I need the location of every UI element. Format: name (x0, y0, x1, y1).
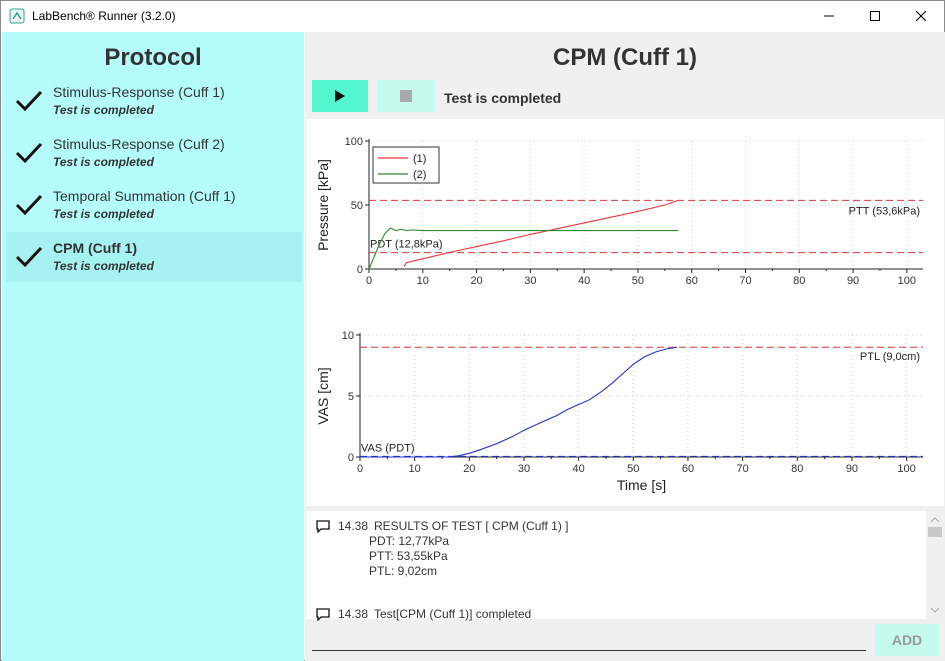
protocol-item-stimulus-response-cuff-2[interactable]: Stimulus-Response (Cuff 2) Test is compl… (6, 128, 302, 178)
x-tick-label: 40 (573, 463, 585, 475)
app-icon (9, 8, 25, 24)
y-axis-label: Pressure [kPa] (315, 159, 331, 251)
x-tick-label: 70 (736, 463, 748, 475)
log-time: 14.38 (338, 519, 369, 533)
y-tick-label: 0 (348, 452, 354, 464)
page-title: CPM (Cuff 1) (553, 44, 697, 71)
x-tick-label: 0 (366, 275, 372, 287)
x-tick-label: 50 (632, 275, 644, 287)
minimize-icon (824, 15, 834, 17)
log-detail-line: PDT: 12,77kPa (369, 534, 450, 548)
reference-label: PDT (12,8kPa) (370, 239, 443, 251)
maximize-icon (870, 11, 880, 21)
x-tick-label: 10 (409, 463, 421, 475)
x-tick-label: 50 (627, 463, 639, 475)
title-bar: LabBench® Runner (3.2.0) (1, 1, 944, 31)
x-tick-label: 100 (898, 275, 916, 287)
checkmark-icon (15, 246, 43, 268)
protocol-item-status: Test is completed (53, 103, 154, 117)
checkmark-icon (15, 90, 43, 112)
x-tick-label: 60 (686, 275, 698, 287)
x-tick-label: 10 (417, 275, 429, 287)
x-tick-label: 60 (682, 463, 694, 475)
legend-label: (1) (413, 153, 426, 165)
legend-label: (2) (413, 169, 426, 181)
x-tick-label: 70 (739, 275, 751, 287)
reference-label: PTL (9,0cm) (860, 351, 920, 363)
protocol-item-status: Test is completed (53, 155, 154, 169)
x-tick-label: 90 (846, 463, 858, 475)
x-tick-label: 90 (847, 275, 859, 287)
message-icon (316, 608, 330, 621)
close-button[interactable] (898, 1, 944, 31)
play-icon (335, 90, 345, 102)
x-tick-label: 80 (791, 463, 803, 475)
plot-area: 0 10 20 30 40 50 60 70 80 90 100 0 50 100 Pressure [kP… (306, 119, 944, 506)
checkmark-icon (15, 142, 43, 164)
x-tick-label: 80 (793, 275, 805, 287)
protocol-item-cpm-cuff-1[interactable]: CPM (Cuff 1) Test is completed (6, 232, 302, 282)
log-detail-line: PTT: 53,55kPa (369, 549, 448, 563)
scroll-up-icon[interactable] (926, 513, 944, 527)
reference-label: VAS (PDT) (361, 442, 415, 454)
x-tick-label: 40 (578, 275, 590, 287)
log-message: RESULTS OF TEST [ CPM (Cuff 1) ] (374, 519, 569, 533)
protocol-item-name: Stimulus-Response (Cuff 1) (53, 84, 225, 100)
minimize-button[interactable] (806, 1, 852, 31)
log-scrollbar[interactable] (926, 511, 944, 619)
close-icon (916, 11, 926, 21)
protocol-sidebar: Protocol Stimulus-Response (Cuff 1) Test… (2, 32, 304, 661)
add-button[interactable]: ADD (875, 624, 939, 656)
scroll-down-icon[interactable] (926, 603, 944, 617)
legend-box (372, 146, 440, 184)
log-time: 14.38 (338, 607, 369, 621)
stop-button[interactable] (377, 80, 435, 112)
log-message: Test[CPM (Cuff 1)] completed (374, 607, 532, 621)
log-message-input[interactable] (312, 627, 866, 651)
protocol-item-status: Test is completed (53, 259, 154, 273)
x-tick-label: 20 (463, 463, 475, 475)
y-tick-label: 5 (348, 391, 354, 403)
stop-icon (400, 90, 412, 102)
y-tick-label: 100 (345, 136, 363, 148)
scroll-thumb[interactable] (928, 527, 942, 537)
protocol-item-temporal-summation-cuff-1[interactable]: Temporal Summation (Cuff 1) Test is comp… (6, 180, 302, 230)
x-tick-label: 100 (897, 463, 915, 475)
protocol-item-name: Stimulus-Response (Cuff 2) (53, 136, 225, 152)
x-tick-label: 30 (524, 275, 536, 287)
y-tick-label: 0 (357, 264, 363, 276)
sidebar-title: Protocol (104, 44, 202, 71)
test-panel: CPM (Cuff 1) Test is completed 0 10 20 30 40… (305, 32, 945, 661)
y-tick-label: 10 (342, 330, 354, 342)
protocol-item-stimulus-response-cuff-1[interactable]: Stimulus-Response (Cuff 1) Test is compl… (6, 76, 302, 126)
log-detail-line: PTL: 9,02cm (369, 564, 438, 578)
window-title: LabBench® Runner (3.2.0) (32, 9, 176, 23)
checkmark-icon (15, 194, 43, 216)
x-tick-label: 0 (357, 463, 363, 475)
log-panel: 14.38 RESULTS OF TEST [ CPM (Cuff 1) ] P… (306, 511, 944, 621)
message-icon (316, 520, 330, 533)
series-line (368, 227, 679, 270)
x-tick-label: 20 (470, 275, 482, 287)
test-status: Test is completed (444, 90, 562, 106)
x-tick-label: 30 (518, 463, 530, 475)
maximize-button[interactable] (852, 1, 898, 31)
series-line (403, 199, 679, 267)
x-axis-label: Time [s] (617, 477, 666, 493)
reference-label: PTT (53,6kPa) (849, 205, 920, 217)
y-axis-label: VAS [cm] (315, 367, 331, 424)
y-tick-label: 50 (351, 200, 363, 212)
protocol-item-name: Temporal Summation (Cuff 1) (53, 188, 236, 204)
protocol-item-name: CPM (Cuff 1) (53, 240, 137, 256)
protocol-item-status: Test is completed (53, 207, 154, 221)
series-line (360, 346, 678, 458)
start-button[interactable] (312, 80, 368, 112)
